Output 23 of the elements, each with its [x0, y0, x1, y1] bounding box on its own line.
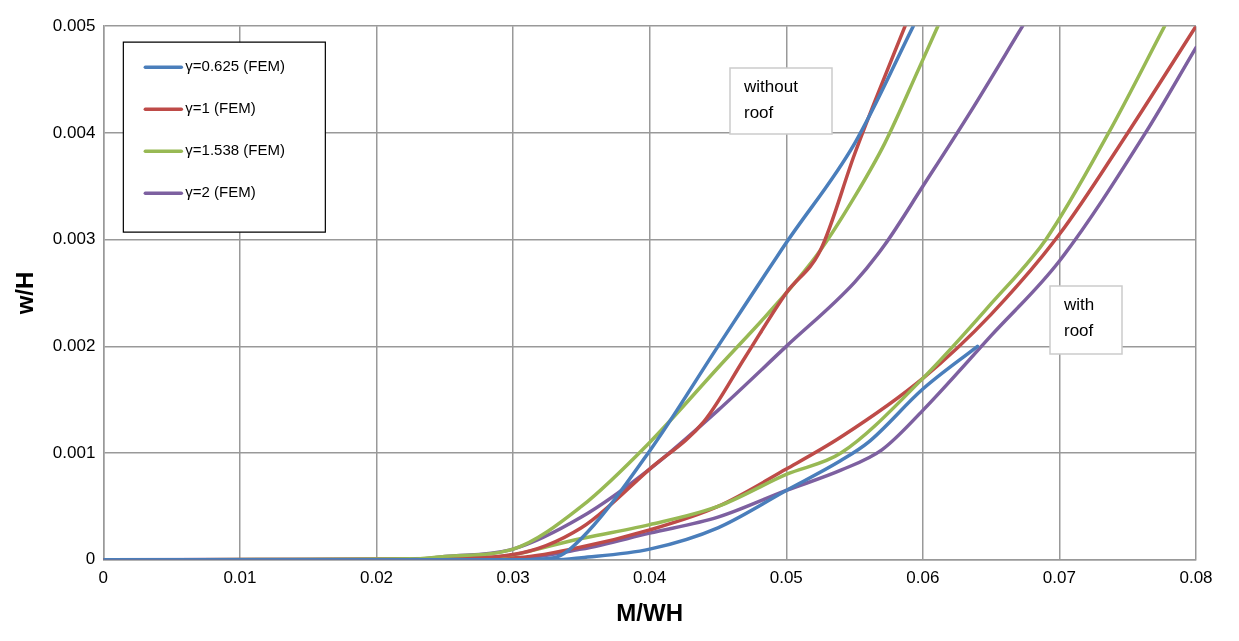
y-axis-title: w/H [11, 271, 39, 316]
y-tick-label: 0.004 [52, 122, 96, 142]
legend-label: γ=1.538 (FEM) [185, 141, 285, 159]
x-tick-label: 0.01 [223, 567, 257, 587]
legend-label: γ=1 (FEM) [185, 99, 256, 117]
x-tick-label: 0.04 [633, 567, 667, 587]
x-axis-title: M/WH [616, 599, 683, 627]
y-tick-label: 0.005 [52, 15, 96, 35]
x-tick-label: 0.07 [1042, 567, 1076, 587]
y-tick-label: 0 [85, 549, 96, 569]
x-tick-label: 0.02 [359, 567, 394, 587]
x-tick-label: 0.03 [496, 567, 530, 587]
annotation: without roof [743, 76, 799, 122]
y-tick-label: 0.003 [52, 229, 96, 249]
x-tick-label: 0.06 [906, 567, 940, 587]
y-tick-label: 0.002 [52, 336, 96, 356]
y-tick-label: 0.001 [52, 442, 96, 462]
x-tick-label: 0 [98, 567, 109, 587]
legend-label: γ=0.625 (FEM) [185, 57, 285, 75]
x-tick-label: 0.05 [769, 567, 803, 587]
annotation: with roof [1063, 294, 1095, 340]
legend-label: γ=2 (FEM) [185, 183, 256, 201]
x-tick-label: 0.08 [1179, 567, 1213, 587]
